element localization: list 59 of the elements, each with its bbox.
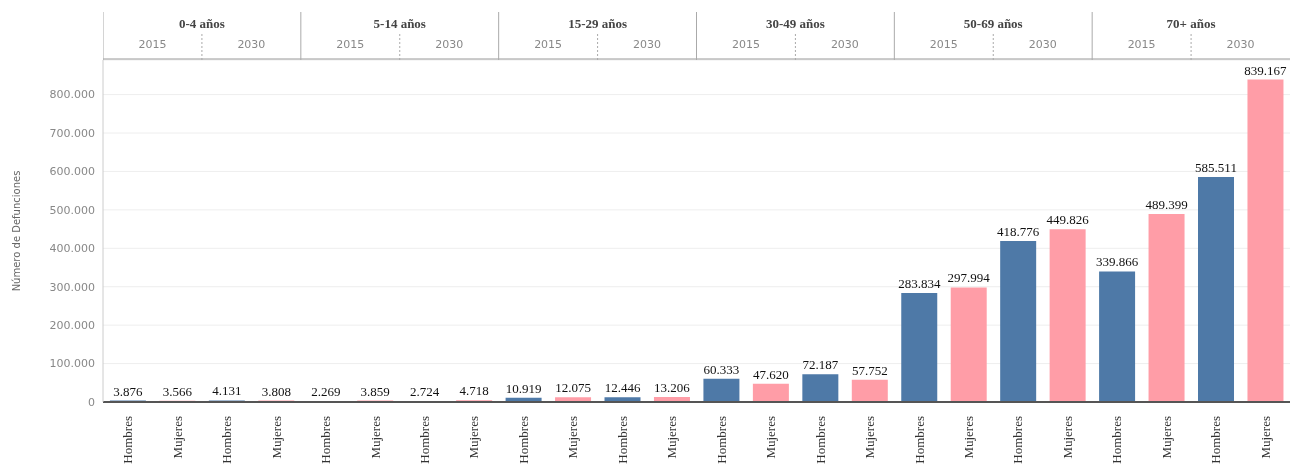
x-tick-label: Hombres <box>911 416 927 464</box>
y-tick-label: 0 <box>88 395 95 409</box>
data-label: 4.131 <box>212 383 242 399</box>
x-tick-label: Hombres <box>416 416 432 464</box>
data-label: 10.919 <box>505 380 542 396</box>
y-tick-label: 600.000 <box>49 165 95 179</box>
x-tick-label: Mujeres <box>1158 416 1174 459</box>
x-tick-label: Hombres <box>1109 416 1125 464</box>
x-tick-label: Mujeres <box>862 416 878 459</box>
x-tick-label: Mujeres <box>169 416 185 459</box>
data-label: 3.876 <box>113 383 144 399</box>
data-label: 57.752 <box>851 362 888 378</box>
y-tick-label: 800.000 <box>49 88 95 102</box>
y-tick-label: 500.000 <box>49 203 95 217</box>
data-label: 418.776 <box>997 224 1040 240</box>
data-label: 12.446 <box>604 380 641 396</box>
x-tick-label: Mujeres <box>268 416 284 459</box>
x-tick-label: Hombres <box>812 416 828 464</box>
data-label: 2.269 <box>311 384 341 400</box>
x-tick-label: Hombres <box>515 416 531 464</box>
data-label: 839.167 <box>1244 62 1288 78</box>
y-axis-title: Número de Defunciones <box>10 170 22 292</box>
data-label: 283.834 <box>898 275 941 291</box>
x-tick-label: Mujeres <box>763 416 779 459</box>
x-tick-label: Hombres <box>120 416 136 464</box>
y-tick-label: 100.000 <box>49 357 95 371</box>
y-tick-label: 700.000 <box>49 126 95 140</box>
x-tick-label: Hombres <box>318 416 334 464</box>
data-label: 297.994 <box>947 270 991 286</box>
data-label: 3.566 <box>162 383 193 399</box>
x-tick-label: Mujeres <box>367 416 383 459</box>
x-tick-label: Hombres <box>713 416 729 464</box>
data-label: 2.724 <box>410 383 440 399</box>
data-label: 60.333 <box>703 361 740 377</box>
data-label: 13.206 <box>654 379 691 395</box>
x-tick-label: Mujeres <box>961 416 977 459</box>
x-tick-label: Mujeres <box>466 416 482 459</box>
data-label: 47.620 <box>753 366 789 382</box>
x-tick-label: Hombres <box>614 416 630 464</box>
data-label: 3.859 <box>360 383 390 399</box>
y-tick-label: 400.000 <box>49 242 95 256</box>
x-tick-label: Hombres <box>219 416 235 464</box>
data-label: 585.511 <box>1195 160 1237 176</box>
data-label: 4.718 <box>459 383 489 399</box>
x-tick-label: Hombres <box>1010 416 1026 464</box>
data-label: 489.399 <box>1145 196 1188 212</box>
y-tick-label: 300.000 <box>49 280 95 294</box>
x-tick-label: Mujeres <box>1257 416 1273 459</box>
x-tick-label: Hombres <box>1208 416 1224 464</box>
x-tick-label: Mujeres <box>1059 416 1075 459</box>
data-label: 449.826 <box>1046 212 1090 228</box>
data-label: 72.187 <box>802 357 839 373</box>
y-tick-label: 200.000 <box>49 319 95 333</box>
category-header: 0-4 años 5-14 años 15-29 años 30-49 años 50-69 años 70+ años 2015 2030 2015 2030 2015 2030 2015 2030 2015 2030 2015 2030 <box>103 8 1290 60</box>
data-label: 3.808 <box>261 383 291 399</box>
data-label: 12.075 <box>555 380 591 396</box>
x-tick-label: Mujeres <box>565 416 581 459</box>
data-label: 339.866 <box>1095 254 1139 270</box>
x-tick-label: Mujeres <box>664 416 680 459</box>
